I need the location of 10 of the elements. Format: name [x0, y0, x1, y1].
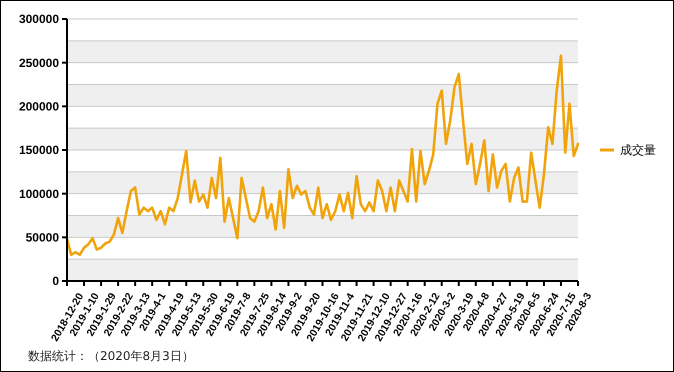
y-tick-label: 200000	[18, 100, 60, 114]
y-tick-label: 50000	[26, 230, 60, 245]
y-tick-label: 250000	[18, 56, 60, 70]
legend-label: 成交量	[620, 143, 656, 158]
y-tick-label: 150000	[18, 143, 60, 158]
text: 数据统计：（2020年8月3日）	[28, 349, 194, 363]
line-series	[66, 54, 580, 256]
y-tick-label: 300000	[18, 12, 60, 26]
y-tick-label: 100000	[18, 186, 60, 201]
y-tick-label: 0	[52, 274, 60, 288]
